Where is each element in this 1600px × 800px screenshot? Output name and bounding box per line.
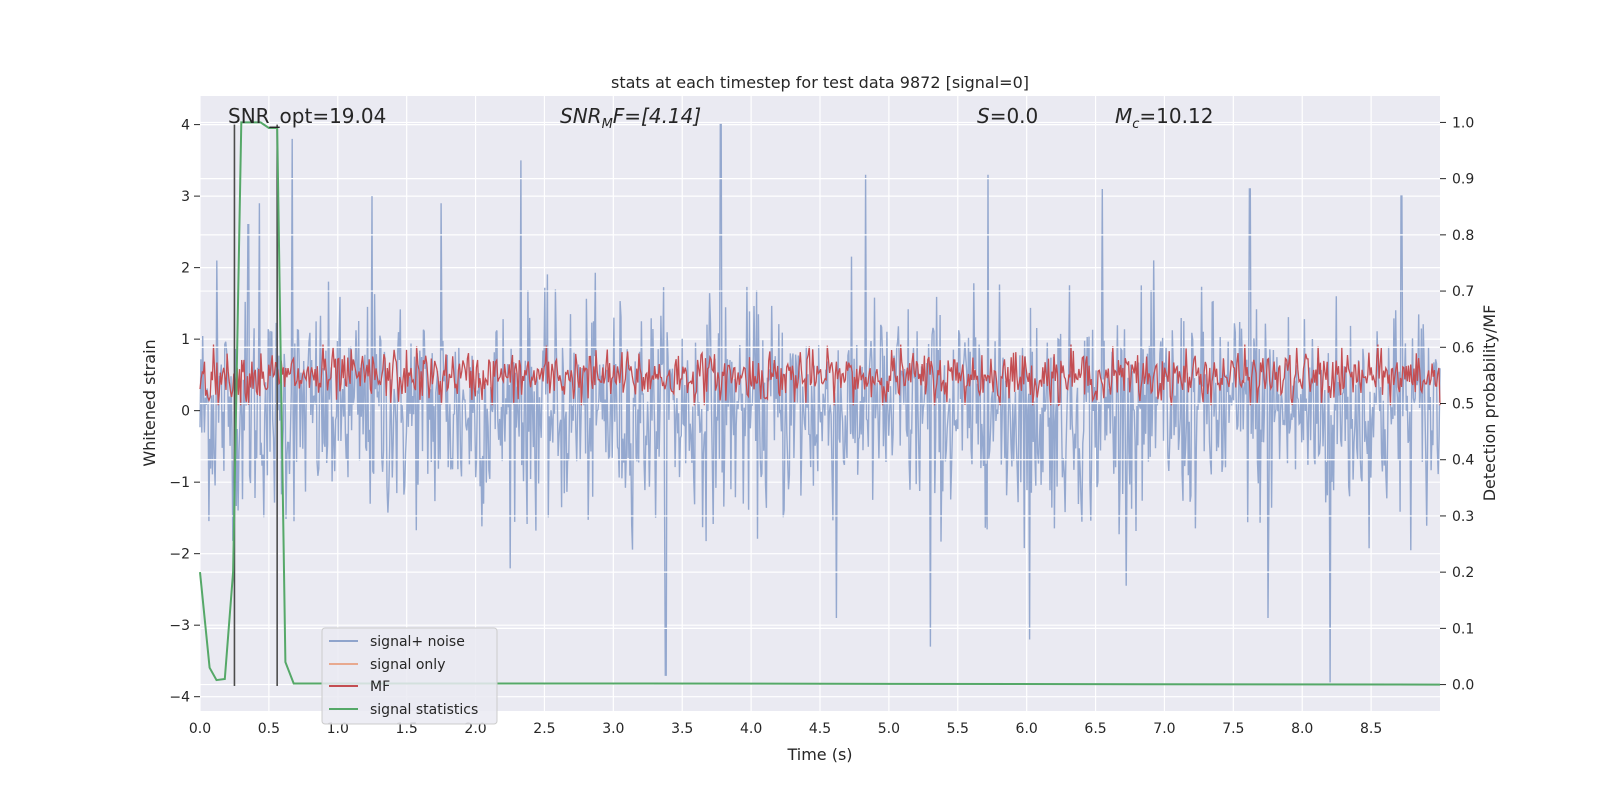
annotation-snr-mf-rest: F=[4.14] [613, 104, 701, 128]
y-tick-label: 4 [181, 118, 190, 134]
y-tick-label: 0 [181, 404, 190, 420]
x-axis-label: Time (s) [786, 745, 852, 764]
y-tick-label: −3 [169, 618, 190, 634]
series-line-signal-noise [199, 123, 1441, 683]
legend-label-1: signal only [370, 657, 445, 673]
legend-label-3: signal statistics [370, 702, 478, 718]
x-tick-label: 2.5 [533, 721, 555, 737]
y-right-tick-label: 0.5 [1452, 397, 1474, 413]
event-markers [233, 124, 278, 686]
x-axis-ticks: 0.0 0.5 1.0 1.5 2.0 2.5 3.0 3.5 4.0 4.5 5.0 5.5 6.0 6… [189, 721, 1382, 737]
annotation-mc-base: M [1115, 104, 1132, 128]
legend-label-0: signal+ noise [370, 634, 465, 650]
x-tick-label: 3.0 [602, 721, 624, 737]
y-right-tick-label: 0.9 [1452, 172, 1474, 188]
x-tick-label: 8.5 [1360, 721, 1382, 737]
y-axis-right-label: Detection probability/MF [1480, 305, 1499, 502]
y-tick-label: −4 [169, 690, 190, 706]
y-tick-label: −2 [169, 547, 190, 563]
annotation-snr-mf: SNRMF=[4.14] [560, 104, 701, 132]
x-tick-label: 3.5 [671, 721, 693, 737]
y-axis-right-ticks: 1.0 0.9 0.8 0.7 0.6 0.5 0.4 0.3 0.2 0.1 0.0 [1440, 115, 1474, 694]
y-tick-label: 2 [181, 261, 190, 277]
legend-box [321, 627, 498, 725]
y-axis-label: Whitened strain [140, 339, 159, 466]
x-tick-label: 6.0 [1016, 721, 1038, 737]
x-tick-label: 6.5 [1084, 721, 1106, 737]
y-right-tick-label: 0.2 [1452, 565, 1474, 581]
x-tick-label: 4.5 [809, 721, 831, 737]
y-right-tick-label: 0.0 [1452, 678, 1474, 694]
x-tick-label: 4.0 [740, 721, 762, 737]
annotation-s: S=0.0 [977, 104, 1038, 128]
y-axis-ticks: 4 3 2 1 0 −1 −2 −3 −4 [169, 118, 200, 706]
y-right-tick-label: 0.3 [1452, 509, 1474, 525]
series-mf [199, 344, 1441, 407]
series-line-mf [199, 344, 1441, 407]
y-tick-label: 3 [181, 189, 190, 205]
x-tick-label: 2.0 [464, 721, 486, 737]
x-tick-label: 7.5 [1222, 721, 1244, 737]
x-tick-label: 5.0 [878, 721, 900, 737]
x-tick-label: 5.5 [947, 721, 969, 737]
annotation-snr-mf-sub: M [602, 117, 613, 132]
chart-title: stats at each timestep for test data 987… [611, 73, 1029, 92]
grid-horizontal [200, 124, 1440, 698]
annotation-mc: Mc=10.12 [1115, 104, 1213, 132]
x-tick-label: 7.0 [1153, 721, 1175, 737]
annotation-mc-rest: =10.12 [1139, 104, 1213, 128]
annotation-mc-sub: c [1132, 117, 1139, 132]
legend: signal+ noise signal only MF signal stat… [321, 627, 498, 725]
y-right-tick-label: 0.1 [1452, 621, 1474, 637]
x-tick-label: 0.0 [189, 721, 211, 737]
y-right-tick-label: 0.8 [1452, 228, 1474, 244]
y-right-tick-label: 0.6 [1452, 340, 1474, 356]
series-signal-statistics [199, 121, 1441, 686]
legend-label-2: MF [370, 679, 390, 695]
x-tick-label: 1.0 [327, 721, 349, 737]
series-line-signal-statistics [199, 121, 1441, 686]
annotation-s-rest: =0.0 [990, 104, 1039, 128]
annotation-snr-mf-base: SNR [560, 104, 602, 128]
y-tick-label: 1 [181, 332, 190, 348]
x-tick-label: 0.5 [258, 721, 280, 737]
x-tick-label: 1.5 [396, 721, 418, 737]
y-right-tick-label: 0.7 [1452, 284, 1474, 300]
series-signal-noise [199, 123, 1441, 683]
annotation-snr-opt: SNR_opt=19.04 [228, 104, 386, 128]
y-tick-label: −1 [169, 475, 190, 491]
annotation-s-base: S [977, 104, 990, 128]
y-right-tick-label: 0.4 [1452, 453, 1474, 469]
y-right-tick-label: 1.0 [1452, 115, 1474, 131]
x-tick-label: 8.0 [1291, 721, 1313, 737]
